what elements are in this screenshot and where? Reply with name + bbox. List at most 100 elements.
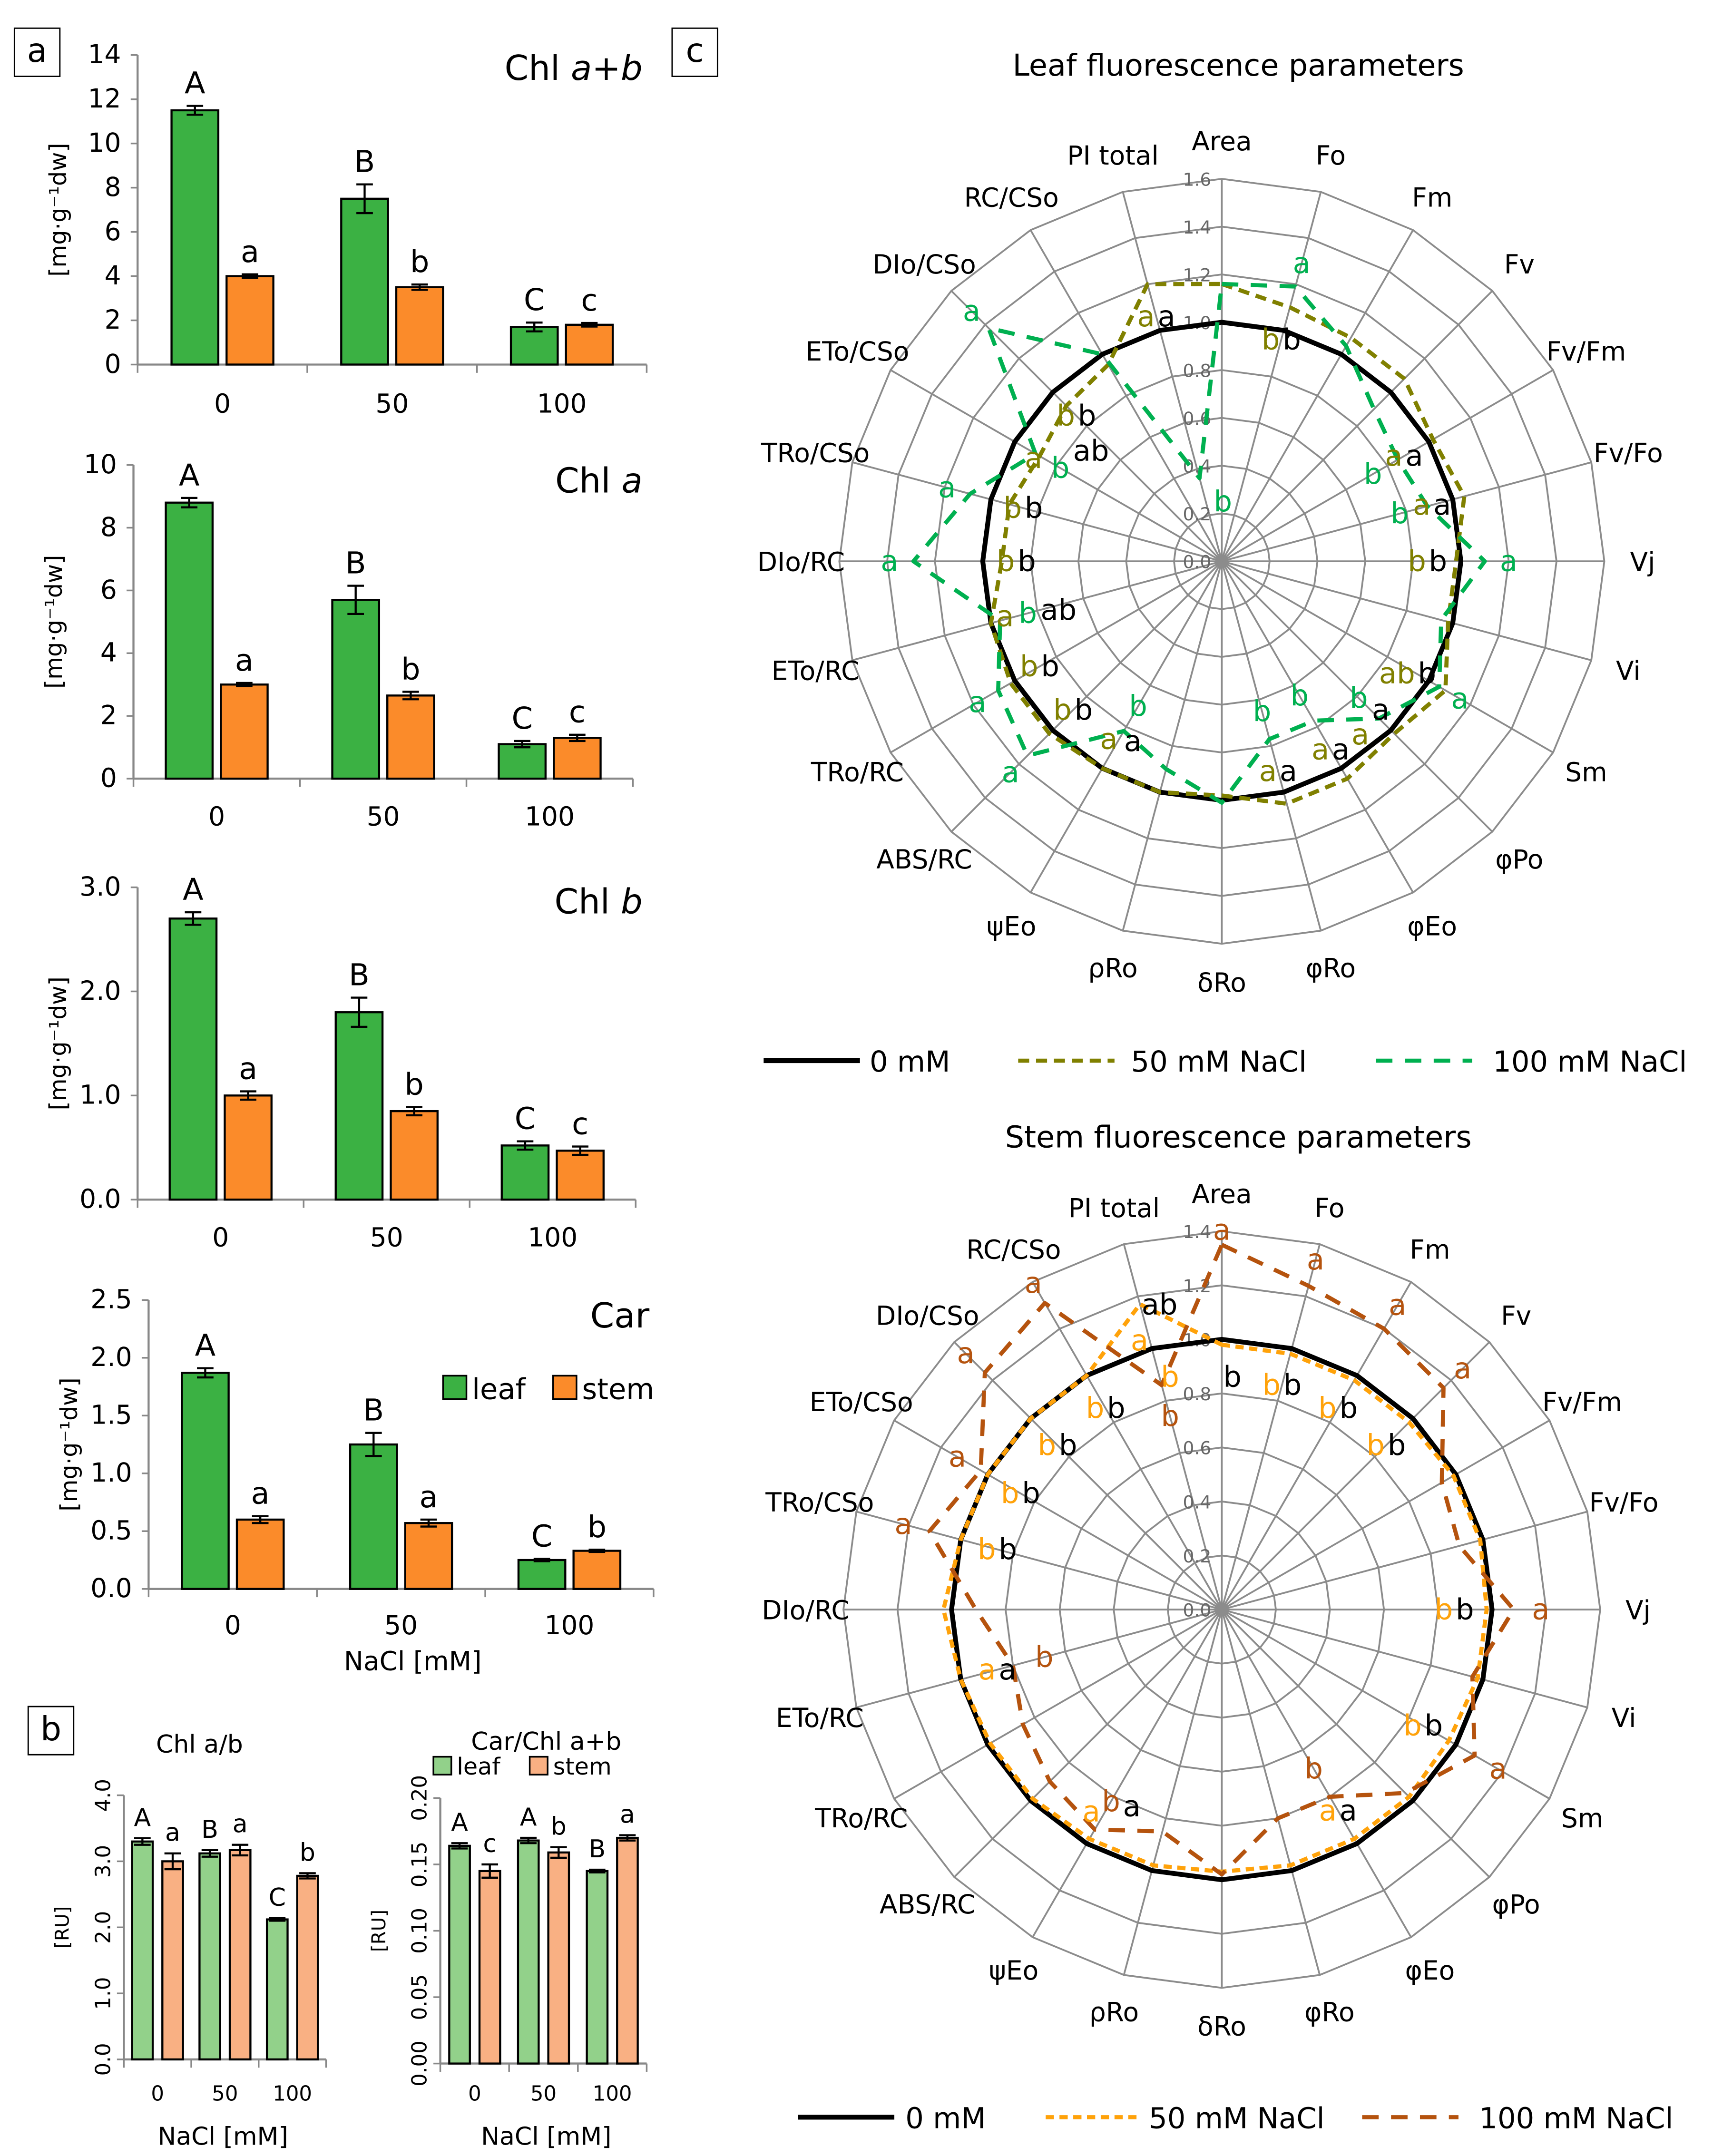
r-tick-label: 0.0 <box>1183 1600 1211 1621</box>
radial-axis <box>1221 1609 1550 1800</box>
axis-label: Fv <box>1504 249 1535 280</box>
bar-leaf <box>331 599 381 780</box>
error-bar <box>520 1836 537 1844</box>
r-tick-label: 0.8 <box>1183 1384 1211 1405</box>
legend-label-stem: stem <box>553 1753 612 1780</box>
significance-letter: a <box>1157 300 1175 333</box>
radial-axis <box>1029 561 1223 893</box>
significance-letter: a <box>1405 439 1423 473</box>
significance-letter: A <box>520 1803 537 1832</box>
x-tick-label: 0 <box>214 389 231 419</box>
significance-letter: c <box>569 695 586 730</box>
axis-label: Fm <box>1412 182 1452 213</box>
r-tick-label: 0.2 <box>1183 504 1211 525</box>
significance-letter: b <box>998 1533 1017 1566</box>
radial-axis <box>1221 369 1554 562</box>
significance-letter: a <box>1319 1795 1337 1828</box>
r-tick-label: 0.4 <box>1183 456 1211 477</box>
significance-letter: b <box>1086 1392 1105 1425</box>
radial-axis <box>1221 560 1493 833</box>
error-bar <box>356 183 373 215</box>
radial-axis <box>1221 1244 1321 1610</box>
significance-letter: B <box>349 958 370 993</box>
radial-axis <box>1122 561 1223 931</box>
legend-label: 50 mM NaCl <box>1131 1045 1307 1079</box>
axis-label: δRo <box>1197 967 1246 998</box>
bar-leaf <box>498 743 547 780</box>
axis-label: TRo/CSo <box>765 1487 874 1518</box>
significance-letter: b <box>1282 323 1301 356</box>
significance-letter: a <box>1124 725 1142 758</box>
r-tick-label: 0.4 <box>1183 1492 1211 1512</box>
radial-axis <box>950 560 1223 833</box>
significance-letter: b <box>1435 1593 1453 1626</box>
axis-label: ETo/CSo <box>806 336 910 367</box>
error-bar <box>164 1852 181 1871</box>
error-bar <box>569 733 586 742</box>
radial-axis <box>852 461 1222 562</box>
error-bar <box>242 273 258 279</box>
legend-label: 0 mM <box>905 2102 986 2136</box>
significance-letter: a <box>1280 755 1297 788</box>
error-bar <box>406 1106 422 1117</box>
radial-axis <box>953 1609 1223 1878</box>
bar-stem <box>553 737 602 780</box>
y-tick-label: 8 <box>105 172 121 202</box>
bar-stem <box>235 1518 285 1590</box>
significance-letter: b <box>1418 657 1436 691</box>
axis-label: ETo/RC <box>772 655 860 686</box>
error-bar <box>481 1863 499 1879</box>
radial-axis <box>856 1609 1222 1708</box>
x-tick-label: 0 <box>468 2082 481 2106</box>
y-tick-label: 2.5 <box>90 1284 132 1315</box>
significance-letter: b <box>1456 1593 1474 1626</box>
bar-stem <box>478 1870 501 2065</box>
radial-axis <box>1221 1609 1588 1708</box>
bar-chart-car: 0.0 0.5 1.0 1.5 2.0 2.5 0 Aa 50 Ba 100 C b Car [mg·g⁻¹… <box>55 1284 655 1676</box>
axis-label: Vi <box>1612 1703 1636 1733</box>
axis-label: Fv/Fm <box>1542 1387 1622 1417</box>
significance-letter: b <box>1051 451 1070 485</box>
axis-label: φRo <box>1304 1997 1355 2027</box>
chart-title: Chl a <box>555 461 643 501</box>
x-axis-label: NaCl [mM] <box>157 2122 288 2151</box>
axis-label: Area <box>1192 1179 1252 1209</box>
legend-swatch-stem <box>552 1375 578 1400</box>
bar-leaf <box>168 917 218 1201</box>
significance-letter: a <box>957 1337 975 1370</box>
significance-letter: C <box>515 1102 536 1137</box>
bar-chart-chl_ab: 0 2 4 6 8 10 12 14 0 Aa 50 Bb 100 C c Chl a+b [mg·g⁻¹dw] <box>44 39 648 419</box>
bar-stem <box>386 694 435 780</box>
significance-letter: a <box>1389 1289 1406 1322</box>
title-italic-text: a <box>621 461 642 501</box>
x-tick-label: 0 <box>151 2082 164 2106</box>
error-bar <box>236 682 253 687</box>
bar-leaf <box>131 1840 154 2061</box>
title-italic-text: a+b <box>571 49 643 88</box>
radial-axis <box>1221 560 1554 753</box>
chart-title: Car <box>590 1296 650 1336</box>
axis-label: DIo/CSo <box>872 249 976 280</box>
error-bar <box>269 1917 286 1922</box>
significance-letter: b <box>1408 545 1426 578</box>
axis-label: TRo/RC <box>811 757 904 788</box>
error-bar <box>365 1432 382 1457</box>
legend-label-leaf: leaf <box>472 1373 526 1406</box>
significance-letter: b <box>1020 650 1038 683</box>
bar-stem <box>547 1851 570 2065</box>
significance-letter: a <box>239 1052 257 1087</box>
significance-letter: b <box>1366 1429 1385 1462</box>
significance-letter: a <box>1213 1214 1231 1247</box>
significance-letter: b <box>1161 1361 1179 1394</box>
significance-letter: a <box>1131 1324 1148 1357</box>
bar-stem <box>296 1874 319 2061</box>
error-bar <box>588 1548 606 1553</box>
significance-letter: a <box>1413 488 1430 522</box>
y-tick-label: 0.0 <box>91 2043 115 2076</box>
significance-letter: a <box>881 545 898 578</box>
significance-letter: a <box>1532 1593 1549 1626</box>
significance-letter: B <box>201 1815 218 1844</box>
significance-letter: ab <box>1040 594 1077 627</box>
y-tick-label: 1.0 <box>79 1080 121 1110</box>
axis-label: φPo <box>1492 1889 1540 1920</box>
